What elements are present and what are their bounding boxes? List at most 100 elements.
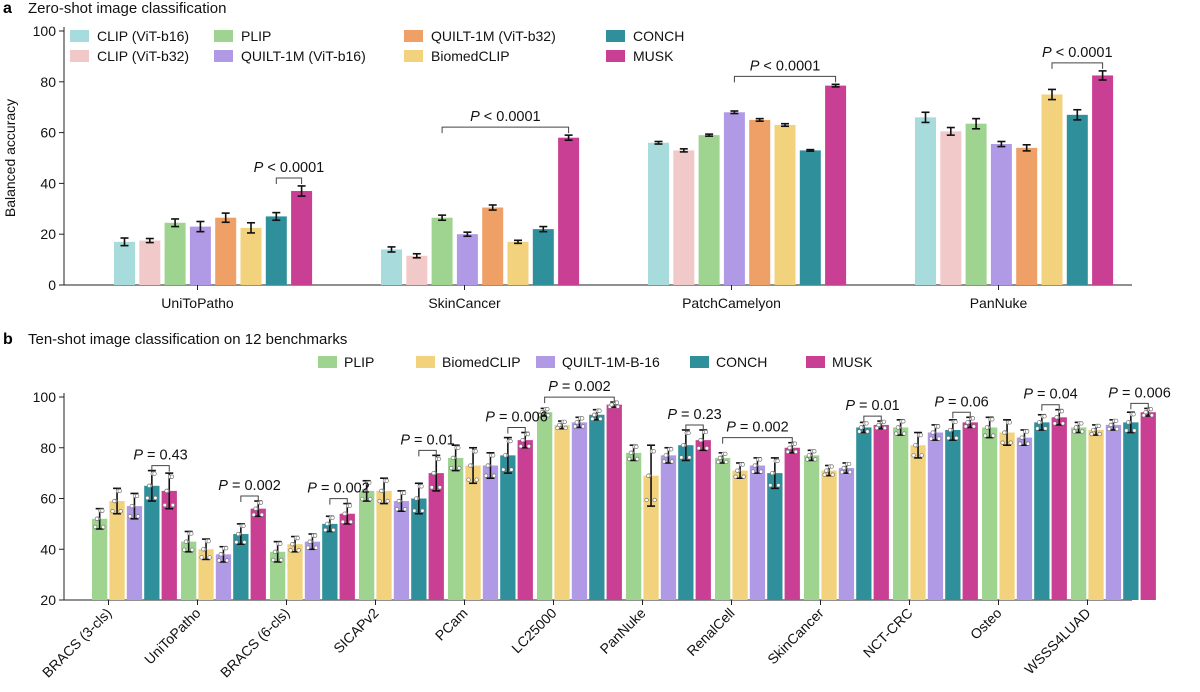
- panel-b-data-point: [183, 539, 189, 544]
- panel-b-data-point: [859, 425, 864, 430]
- panel-b-p-value-label: P = 0.43: [133, 448, 187, 464]
- panel-b-data-point: [555, 425, 560, 431]
- panel-b-significance-bracket: [1041, 404, 1060, 411]
- panel-b-bar-quilt-1m-b-16-skincancer: [838, 468, 855, 600]
- panel-b-data-point: [1079, 421, 1084, 426]
- panel-b-data-point: [628, 450, 634, 455]
- panel-b-data-point: [646, 473, 651, 478]
- panel-a-bar-clip-vit-b32-skincancer: [406, 255, 428, 285]
- legend-label-clip-vit-b32: CLIP (ViT-b32): [97, 48, 189, 64]
- panel-b-data-point: [735, 468, 740, 473]
- panel-a-bar-quilt-1m-vit-b16-unitopatho: [189, 226, 211, 285]
- panel-a-y-tick-label: 100: [33, 23, 57, 39]
- legend-swatch-clip-vit-b16: [70, 30, 89, 42]
- panel-b-data-point: [812, 449, 817, 454]
- panel-b-chart: 20 40 60 80 100 BRACS (3-cls) UniToPatho BRACS …: [33, 354, 1171, 680]
- panel-b-bar-plip-sicapv2: [359, 490, 375, 600]
- panel-b-data-point: [224, 558, 230, 563]
- panel-b-data-point: [704, 446, 709, 451]
- panel-a-bar-quilt-1m-vit-b32-patchcamelyon: [749, 119, 771, 286]
- panel-b-bar-conch-bracs-3-cls: [144, 485, 160, 600]
- panel-b-data-point: [241, 523, 246, 529]
- panel-b-data-point: [1132, 428, 1137, 433]
- panel-b-bar-plip-pcam: [448, 457, 464, 600]
- panel-b-bar-conch-renalcell: [767, 473, 783, 600]
- panel-b-bar-musk-lc25000: [606, 404, 622, 600]
- panel-b-bar-biomedclip-renalcell: [732, 470, 748, 600]
- panel-b-data-point: [876, 422, 881, 428]
- panel-b-data-point: [1000, 440, 1005, 445]
- panel-a-x-tick-label: UniToPatho: [161, 295, 234, 311]
- panel-b-data-point: [1131, 412, 1136, 417]
- legend-swatch-biomedclip: [416, 356, 435, 368]
- panel-b-data-point: [703, 429, 709, 435]
- panel-b-data-point: [724, 459, 729, 465]
- panel-b-data-point: [839, 469, 845, 475]
- panel-b-y-tick-label: 20: [40, 592, 56, 608]
- panel-b-data-point: [1125, 420, 1131, 425]
- panel-b-data-point: [402, 490, 407, 496]
- panel-b-significance-bracket: [544, 396, 615, 404]
- panel-b-data-point: [806, 453, 812, 458]
- panel-b-data-point: [1007, 420, 1012, 425]
- panel-b-data-point: [911, 453, 916, 458]
- panel-b-data-point: [431, 470, 436, 476]
- panel-b-x-tick-label: LC25000: [508, 605, 560, 657]
- panel-b-x-tick-label: PCam: [432, 605, 471, 644]
- panel-b-data-point: [1059, 409, 1065, 414]
- panel-b-data-point: [368, 496, 373, 502]
- panel-b-data-point: [340, 519, 345, 524]
- panel-b-data-point: [223, 546, 229, 551]
- panel-a-bar-biomedclip-pannuke: [1041, 94, 1063, 285]
- panel-b-data-point: [181, 547, 187, 552]
- panel-b-data-point: [190, 547, 195, 552]
- panel-b-data-point: [145, 495, 150, 501]
- panel-b-bar-conch-unitopatho: [233, 534, 249, 600]
- panel-b-x-tick-label: WSSS4LUAD: [1021, 605, 1093, 677]
- panel-b-data-point: [272, 549, 278, 554]
- panel-b-y-tick-label: 40: [40, 541, 56, 557]
- panel-b-data-point: [545, 407, 550, 412]
- panel-a-bar-musk-unitopatho: [291, 191, 313, 285]
- panel-b-bar-plip-unitopatho: [181, 541, 197, 600]
- panel-a-y-tick-label: 20: [40, 226, 56, 242]
- panel-b-data-point: [913, 443, 918, 448]
- panel-b-bar-quilt-1m-b-16-pannuke: [660, 455, 677, 600]
- panel-b-bar-conch-lc25000: [589, 414, 605, 600]
- panel-b-data-point: [741, 474, 746, 479]
- panel-a-significance-bracket: [275, 177, 303, 184]
- panel-b-data-point: [651, 449, 656, 454]
- panel-b-data-point: [572, 424, 578, 429]
- panel-b-data-point: [652, 497, 657, 503]
- panel-a-x-tick-label: SkinCancer: [428, 295, 501, 311]
- legend-label-quilt-1m-vit-b16: QUILT-1M (ViT-b16): [241, 48, 366, 64]
- panel-b-bar-musk-pannuke: [695, 440, 711, 600]
- panel-a-p-value-label: P < 0.0001: [1042, 45, 1113, 61]
- panel-b-data-point: [733, 474, 738, 479]
- panel-b-data-point: [752, 463, 757, 468]
- panel-b-bar-biomedclip-pcam: [465, 465, 481, 600]
- panel-b-data-point: [162, 502, 167, 508]
- panel-b-data-point: [1080, 429, 1085, 434]
- panel-b-x-tick-label: Osteo: [967, 605, 1005, 643]
- panel-b-bar-musk-bracs-6-cls: [339, 513, 355, 600]
- panel-b-data-point: [824, 468, 829, 473]
- panel-b-data-point: [279, 557, 284, 563]
- panel-b-data-point: [946, 435, 951, 441]
- panel-b-data-point: [776, 483, 781, 488]
- panel-b-data-point: [822, 472, 827, 477]
- panel-b-data-point: [598, 416, 603, 421]
- panel-b-bar-plip-bracs-3-cls: [92, 518, 108, 600]
- panel-b-data-point: [251, 512, 256, 517]
- panel-b-data-point: [1017, 441, 1023, 446]
- panel-b-significance-bracket: [685, 424, 704, 431]
- legend-label-quilt-1m-b-16: QUILT-1M-B-16: [562, 354, 660, 370]
- panel-b-data-point: [169, 474, 175, 479]
- panel-b-bar-quilt-1m-b-16-lc25000: [571, 422, 588, 600]
- panel-b-data-point: [882, 425, 887, 431]
- panel-b-data-point: [580, 416, 585, 421]
- panel-b-data-point: [170, 502, 176, 508]
- panel-b-data-point: [449, 465, 454, 471]
- panel-a-bar-musk-skincancer: [558, 137, 580, 285]
